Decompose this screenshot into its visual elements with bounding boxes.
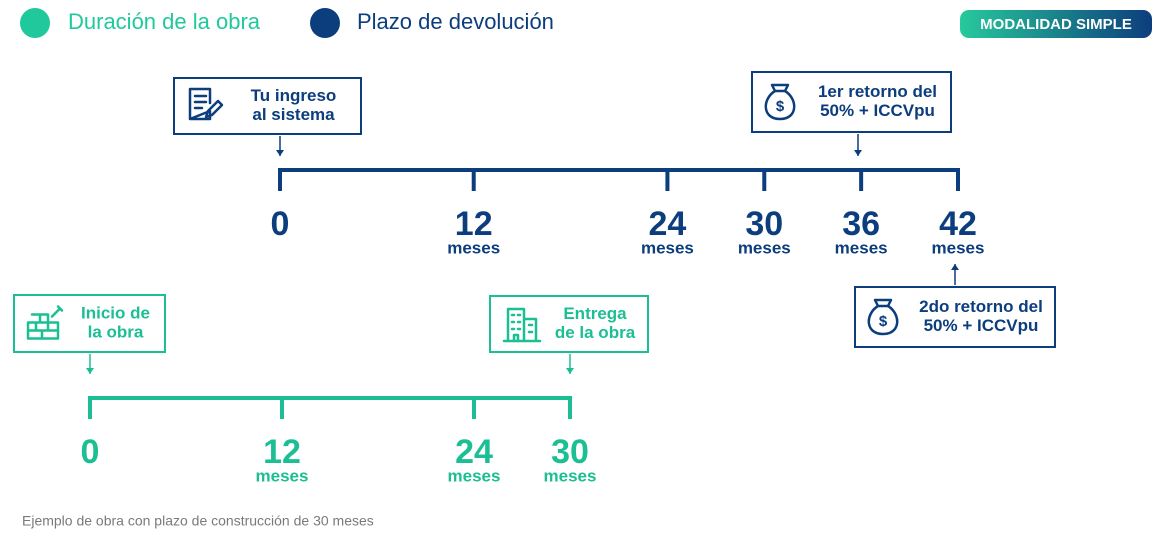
footnote: Ejemplo de obra con plazo de construcció… [22,513,374,529]
tick-label: 36 [842,205,880,243]
tick-label: 30 [551,433,589,471]
arrow-head [854,150,862,156]
icon-doc [188,87,224,121]
tick-label: 0 [271,205,290,243]
icon-part [873,298,893,308]
tick-label: 12 [263,433,301,471]
arrow-head [276,150,284,156]
legend-label: Plazo de devolución [357,9,554,34]
icon-part [764,89,796,121]
tick-unit: meses [447,238,500,257]
tick-unit: meses [932,238,985,257]
legend-label: Duración de la obra [68,9,261,34]
callout-text: al sistema [252,105,335,124]
icon-building [502,307,542,343]
callout-text: Tu ingreso [251,86,337,105]
tick-unit: meses [544,466,597,485]
tick-unit: meses [448,466,501,485]
badge: MODALIDAD SIMPLE [980,16,1132,33]
callout-text: 2do retorno del [919,297,1043,316]
icon-part [26,313,60,340]
callout-box [489,295,649,353]
callout-text: 50% + ICCVpu [820,101,935,120]
icon-part [510,313,534,343]
icon-bag: $ [764,83,796,121]
badge-bg [960,10,1152,38]
callout-text: 1er retorno del [818,82,937,101]
icon-part: $ [879,313,888,330]
tick-unit: meses [641,238,694,257]
callout-box [751,71,952,133]
icon-part [50,305,64,318]
icon-part [770,83,790,93]
callout-text: Inicio de [81,303,150,322]
tick-label: 24 [649,205,687,243]
callout-box [173,77,362,135]
legend-dot [20,8,50,38]
tick-label: 30 [745,205,783,243]
callout-text: Entrega [563,304,627,323]
callout-text: 50% + ICCVpu [924,316,1039,335]
tick-unit: meses [256,466,309,485]
arrow-head [566,368,574,374]
callout-box [854,286,1056,348]
callout-text: de la obra [555,323,636,342]
arrow-head [86,368,94,374]
tick-label: 0 [81,433,100,471]
icon-part: $ [776,98,785,115]
callout-text: la obra [88,322,144,341]
icon-part [502,307,542,343]
tick-unit: meses [835,238,888,257]
icon-part [204,99,224,119]
tick-label: 42 [939,205,977,243]
icon-bag: $ [867,298,899,336]
arrow-head [951,264,959,270]
tick-label: 24 [455,433,493,471]
legend-dot [310,8,340,38]
icon-part [867,304,899,336]
tick-label: 12 [455,205,493,243]
icon-bricks [26,305,64,340]
icon-part [193,94,208,110]
tick-unit: meses [738,238,791,257]
